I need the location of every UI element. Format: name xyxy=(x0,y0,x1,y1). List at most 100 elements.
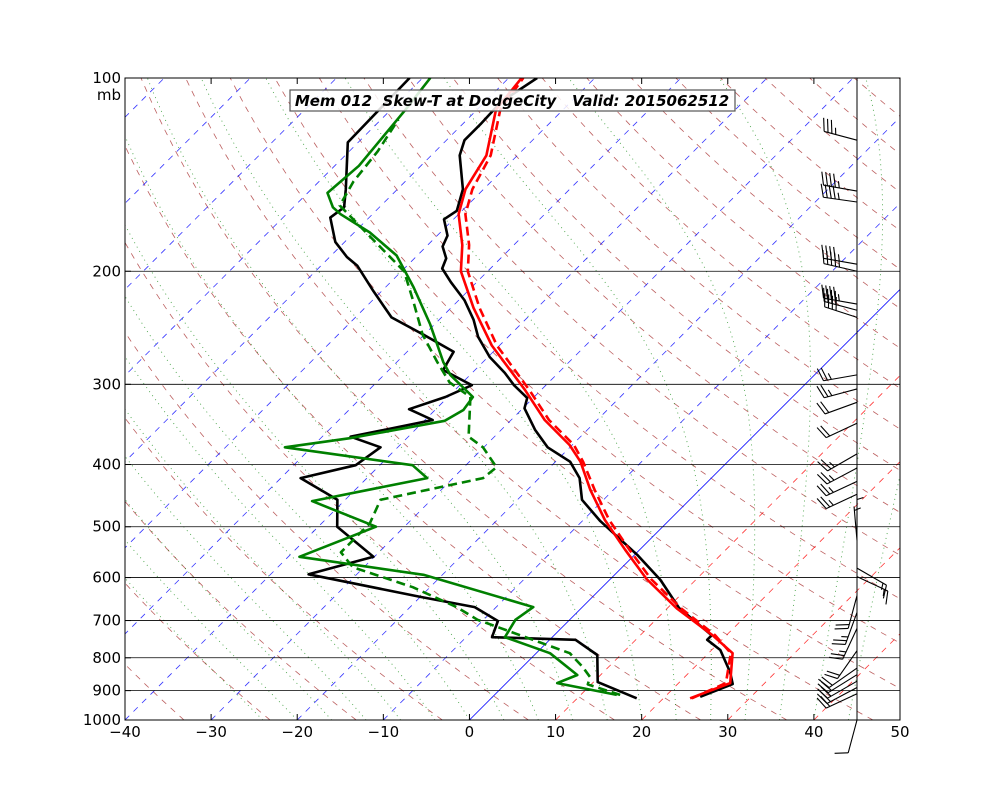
y-tick-label: 300 xyxy=(92,375,121,393)
plot-frame xyxy=(124,77,901,721)
wind-barb-staff xyxy=(824,306,858,318)
wind-barb-half xyxy=(828,486,834,493)
y-tick-label: 600 xyxy=(92,569,121,587)
wind-barb-half xyxy=(837,294,840,302)
wind-barb-half xyxy=(827,389,833,396)
dry-adiabat-line xyxy=(125,144,701,720)
dry-adiabat-line xyxy=(363,78,900,556)
dry-adiabat-line xyxy=(125,500,357,720)
wind-barb-full xyxy=(882,584,887,599)
wind-barb-full xyxy=(831,643,846,645)
wind-barb xyxy=(816,401,858,415)
wind-barb-full xyxy=(829,656,843,660)
wind-barb-staff xyxy=(837,650,858,679)
wind-barb-half xyxy=(882,589,885,597)
wind-barb-full xyxy=(825,285,829,299)
wind-barb xyxy=(816,480,858,497)
wind-barb-staff xyxy=(826,467,858,485)
wind-barb-full xyxy=(816,473,828,485)
isotherm-line xyxy=(125,78,423,377)
wind-barb-full xyxy=(824,673,838,680)
dry-adiabat-line xyxy=(318,78,900,600)
background-lines xyxy=(125,78,900,720)
wind-barb-staff xyxy=(823,374,858,382)
x-tick-label: −30 xyxy=(195,723,227,741)
wind-barb-staff xyxy=(825,422,858,439)
wind-barb-half xyxy=(854,507,861,511)
wind-barb-full xyxy=(821,676,833,686)
wind-barb-full xyxy=(833,173,836,188)
wind-barb-staff xyxy=(827,453,858,472)
y-tick-label: 100 xyxy=(92,69,121,87)
wind-barb xyxy=(823,117,858,141)
x-tick-label: 50 xyxy=(890,723,909,741)
x-axis: −40 −30 −20 −10 0 10 20 30 40 50 xyxy=(109,78,910,741)
dry-adiabat-line xyxy=(274,78,900,644)
wind-barb-staff xyxy=(824,401,858,415)
dry-adiabat-line xyxy=(185,78,874,720)
x-tick-label: −20 xyxy=(281,723,313,741)
wind-barb xyxy=(829,628,858,660)
wind-barbs xyxy=(816,117,889,754)
moist-adiabat-line xyxy=(568,78,756,720)
wind-barb-staff xyxy=(842,628,858,660)
wind-barb-staff xyxy=(826,687,858,704)
wind-barb-staff xyxy=(823,196,858,203)
isotherm-line xyxy=(296,116,900,720)
y-tick-label: 200 xyxy=(92,262,121,280)
moist-adiabat-line xyxy=(265,78,643,720)
wind-barb-full xyxy=(816,498,827,509)
wind-barb xyxy=(824,650,858,680)
sounding-trace-2 xyxy=(464,78,733,700)
sounding-trace-4 xyxy=(283,78,618,697)
wind-barb-full xyxy=(830,251,833,266)
y-tick-label: 800 xyxy=(92,649,121,667)
wind-barb xyxy=(816,693,858,709)
wind-barb-staff xyxy=(825,493,858,510)
wind-barb-staff xyxy=(824,300,858,311)
y-tick-label: 400 xyxy=(92,456,121,474)
wind-barb-staff xyxy=(824,130,858,141)
wind-barb-full xyxy=(816,385,825,399)
wind-barb-half xyxy=(829,461,835,468)
wind-barb xyxy=(816,384,858,399)
wind-barb-staff xyxy=(828,667,858,689)
dry-adiabat-line xyxy=(229,78,900,689)
wind-barb-full xyxy=(834,252,837,267)
y-tick-label: 500 xyxy=(92,518,121,536)
wind-barb-full xyxy=(825,172,829,186)
wind-barb xyxy=(834,719,858,754)
isotherm-line xyxy=(125,78,682,635)
y-tick-label: 900 xyxy=(92,682,121,700)
wind-barb-staff xyxy=(824,388,858,399)
wind-barb-full xyxy=(820,483,831,495)
dry-adiabat-line xyxy=(125,241,615,720)
wind-barb-full xyxy=(820,459,832,470)
wind-barb-full xyxy=(822,250,825,264)
wind-barb-half xyxy=(856,496,864,501)
wind-barb xyxy=(820,183,858,203)
wind-barb xyxy=(856,576,889,605)
x-tick-label: 0 xyxy=(465,723,475,741)
y-tick-label: 700 xyxy=(92,612,121,630)
moist-adiabat-line xyxy=(125,295,470,720)
wind-barb xyxy=(816,367,858,382)
wind-barb xyxy=(834,595,858,630)
wind-barb-full xyxy=(826,670,840,676)
wind-barb-full xyxy=(820,691,831,702)
sounding-traces xyxy=(283,78,734,700)
y-unit-label: mb xyxy=(97,86,121,104)
wind-barb-half xyxy=(839,650,847,653)
wind-barb-full xyxy=(816,368,825,382)
wind-barb-staff xyxy=(825,693,858,709)
title-box: Mem 012 Skew-T at DodgeCity Valid: 20150… xyxy=(289,89,736,112)
wind-barb xyxy=(816,467,858,485)
title-box-frame xyxy=(289,89,736,112)
x-tick-label: −40 xyxy=(109,723,141,741)
x-tick-label: 30 xyxy=(718,723,737,741)
wind-barb-full xyxy=(820,367,828,381)
wind-barb-full xyxy=(816,427,827,439)
wind-barb xyxy=(816,422,858,439)
x-tick-label: 40 xyxy=(804,723,823,741)
